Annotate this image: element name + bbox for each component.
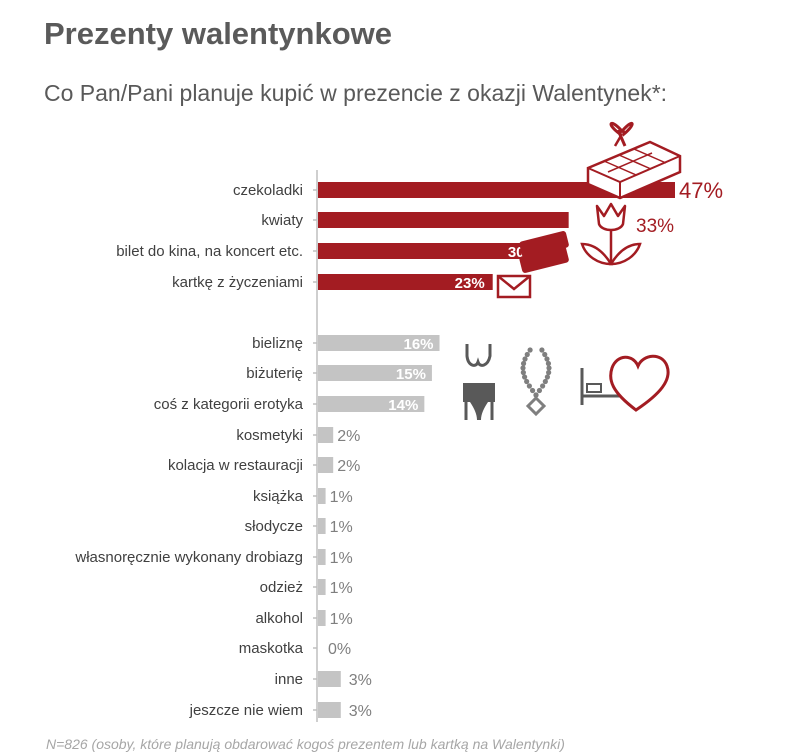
chart-title: Prezenty walentynkowe [44, 16, 393, 51]
necklace-icon [520, 347, 552, 417]
bar [318, 427, 334, 443]
value-label: 3% [349, 703, 372, 720]
envelope-icon [496, 274, 532, 299]
chocolate-gift-icon [586, 121, 682, 200]
category-label: kolacja w restauracji [168, 457, 303, 474]
footnote: N=826 (osoby, które planują obdarować ko… [46, 736, 565, 752]
value-label: 47% [679, 178, 723, 203]
bar [318, 518, 326, 534]
value-label: 2% [337, 458, 360, 475]
bed-heart-icon [580, 354, 670, 412]
bar [318, 212, 569, 228]
category-label: coś z kategorii erotyka [154, 396, 304, 413]
category-label: biżuterię [246, 365, 303, 382]
bar [318, 488, 326, 504]
category-label: odzież [260, 579, 303, 596]
bar [318, 243, 546, 259]
value-label: 1% [330, 611, 353, 628]
value-label: 1% [330, 580, 353, 597]
category-label: bieliznę [252, 335, 303, 352]
value-label: 1% [330, 550, 353, 567]
value-label: 1% [330, 519, 353, 536]
bar [318, 579, 326, 595]
bar [318, 671, 341, 687]
chart-subtitle: Co Pan/Pani planuje kupić w prezencie z … [44, 80, 668, 106]
value-label: 33% [636, 216, 674, 237]
category-label: kwiaty [261, 212, 303, 229]
value-label: 3% [349, 672, 372, 689]
value-label: 1% [330, 489, 353, 506]
bar [318, 365, 432, 381]
value-label: 0% [328, 641, 351, 658]
category-label: książka [253, 488, 304, 505]
category-label: inne [275, 671, 303, 688]
category-label: kosmetyki [236, 427, 303, 444]
tulip-icon [580, 202, 642, 266]
value-label: 16% [404, 336, 434, 353]
bar [318, 396, 425, 412]
bar [318, 457, 334, 473]
bar [318, 549, 326, 565]
bar [318, 610, 326, 626]
value-label: 23% [455, 275, 485, 292]
category-label: maskotka [239, 640, 304, 657]
ticket-icon [519, 231, 569, 273]
value-label: 15% [396, 366, 426, 383]
bar [318, 702, 341, 718]
category-label: słodycze [245, 518, 303, 535]
bar [318, 274, 493, 290]
category-label: jeszcze nie wiem [189, 702, 303, 719]
bar [318, 182, 675, 198]
lingerie-icon [463, 344, 495, 420]
category-label: kartkę z życzeniami [172, 274, 303, 291]
category-label: bilet do kina, na koncert etc. [116, 243, 303, 260]
value-label: 2% [337, 428, 360, 445]
value-label: 14% [388, 397, 418, 414]
category-label: własnoręcznie wykonany drobiazg [74, 549, 303, 566]
bar [318, 335, 440, 351]
category-label: czekoladki [233, 182, 303, 199]
category-label: alkohol [255, 610, 303, 627]
